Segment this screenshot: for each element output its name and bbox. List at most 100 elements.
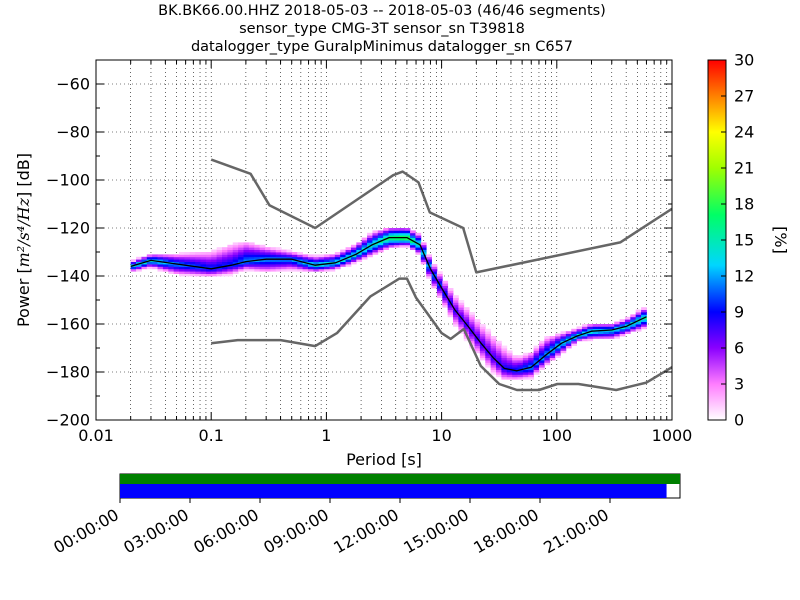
pdf-cell: [544, 340, 551, 344]
pdf-cell: [270, 259, 277, 262]
pdf-cell: [469, 326, 475, 330]
pdf-cell: [211, 273, 218, 277]
pdf-cell: [340, 264, 346, 267]
pdf-cell: [264, 247, 271, 250]
pdf-cell: [254, 256, 261, 260]
pdf-cell: [415, 247, 422, 250]
data-coverage-timeline: 00:00:0003:00:0006:00:0009:00:0012:00:00…: [50, 473, 681, 557]
timeline-tick-label: 03:00:00: [120, 505, 192, 557]
pdf-cell: [334, 261, 341, 265]
pdf-cell: [496, 345, 502, 349]
pdf-cell: [232, 271, 239, 274]
x-tick-label: 0.01: [78, 426, 114, 445]
pdf-cell: [479, 328, 486, 332]
timeline-tick-label: 06:00:00: [190, 505, 262, 557]
pdf-cell: [533, 364, 540, 368]
pdf-cell: [372, 230, 379, 234]
pdf-cell: [592, 324, 599, 327]
pdf-cell: [157, 268, 164, 272]
pdf-cell: [603, 326, 610, 330]
pdf-cell: [624, 321, 631, 325]
pdf-cell: [447, 307, 454, 310]
pdf-cell: [560, 331, 567, 334]
pdf-cell: [415, 235, 422, 238]
colorbar-tick-label: 30: [734, 51, 754, 70]
pdf-cell: [383, 235, 389, 238]
pdf-cell: [490, 345, 497, 349]
pdf-cell: [442, 288, 449, 291]
pdf-cell: [146, 256, 153, 260]
pdf-cell: [286, 264, 293, 267]
pdf-cell: [549, 338, 556, 342]
pdf-cell: [286, 254, 293, 258]
pdf-cell: [259, 252, 266, 255]
pdf-cell: [436, 276, 443, 279]
colorbar-tick-label: 6: [734, 339, 744, 358]
pdf-cell: [227, 261, 234, 265]
pdf-cell: [544, 345, 551, 349]
pdf-cell: [410, 235, 416, 238]
pdf-cell: [313, 261, 320, 265]
pdf-cell: [490, 355, 497, 358]
pdf-cell: [506, 376, 513, 380]
pdf-cell: [248, 247, 255, 250]
pdf-cell: [555, 336, 561, 339]
pdf-cell: [458, 312, 465, 315]
pdf-cell: [297, 261, 304, 265]
pdf-cell: [399, 228, 406, 231]
pdf-cell: [485, 348, 492, 351]
pdf-cell: [270, 252, 277, 255]
pdf-cell: [243, 242, 250, 246]
pdf-cell: [474, 340, 481, 344]
pdf-cell: [453, 316, 459, 320]
pdf-cell: [318, 254, 325, 258]
pdf-cell: [614, 331, 620, 334]
pdf-cell: [442, 283, 449, 286]
y-tick-label: −120: [46, 219, 90, 238]
pdf-cell: [565, 333, 572, 337]
pdf-cell: [324, 259, 330, 262]
pdf-cell: [560, 336, 567, 339]
x-tick-label: 10: [431, 426, 451, 445]
pdf-cell: [453, 312, 459, 315]
pdf-cell: [496, 355, 502, 358]
pdf-cell: [238, 256, 244, 260]
pdf-cell: [238, 252, 244, 255]
x-axis-label: Period [s]: [346, 450, 422, 469]
pdf-cell: [415, 249, 422, 253]
x-tick-label: 0.1: [198, 426, 223, 445]
pdf-cell: [259, 256, 266, 260]
pdf-cell: [281, 254, 287, 258]
pdf-cell: [560, 348, 567, 351]
pdf-cell: [361, 252, 368, 255]
pdf-cell: [227, 249, 234, 253]
pdf-cell: [377, 247, 384, 250]
pdf-cell: [275, 261, 282, 265]
pdf-cell: [496, 357, 502, 361]
low-noise-model-line: [211, 277, 672, 392]
pdf-cell: [318, 261, 325, 265]
pdf-cell: [238, 249, 244, 253]
pdf-cell: [200, 252, 207, 255]
pdf-cell: [291, 254, 298, 258]
pdf-cell: [307, 254, 314, 258]
pdf-cell: [232, 256, 239, 260]
pdf-cell: [410, 232, 416, 236]
pdf-cell: [399, 242, 406, 246]
pdf-cell: [592, 326, 599, 330]
pdf-cell: [533, 372, 540, 375]
pdf-cell: [393, 244, 400, 248]
pdf-cell: [162, 254, 169, 258]
pdf-cell: [426, 256, 432, 260]
pdf-cell: [286, 252, 293, 255]
pdf-cell: [173, 261, 180, 265]
pdf-cell: [195, 264, 201, 267]
pdf-cell: [576, 336, 583, 339]
pdf-cell: [453, 319, 459, 322]
pdf-cell: [447, 304, 454, 308]
pdf-cell: [313, 259, 320, 262]
pdf-cell: [254, 264, 261, 267]
pdf-cell: [270, 264, 277, 267]
pdf-cell: [474, 321, 481, 325]
pdf-cell: [533, 352, 540, 356]
